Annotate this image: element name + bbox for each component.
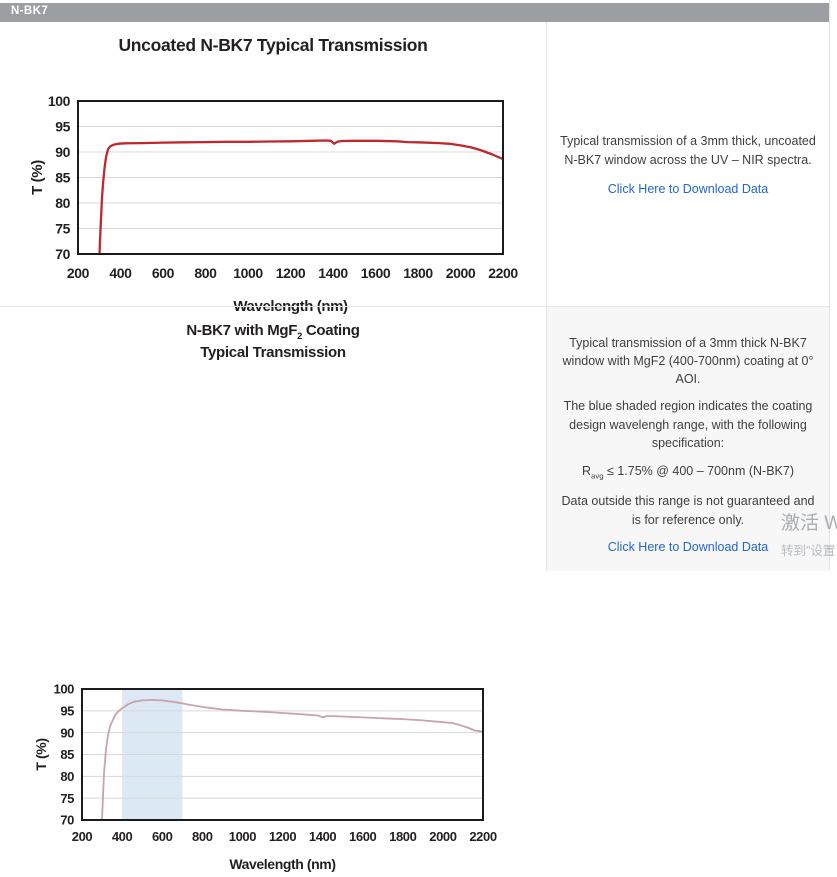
reflectance-spec: Ravg ≤ 1.75% @ 400 – 700nm (N-BK7) bbox=[581, 463, 794, 481]
y-axis-title: T (%) bbox=[29, 160, 46, 195]
chart2-title: N-BK7 with MgF2 Coating Typical Transmis… bbox=[0, 321, 546, 362]
y-tick-label: 85 bbox=[55, 170, 70, 186]
coated-description: Typical transmission of a 3mm thick N-BK… bbox=[562, 336, 814, 387]
coated-chart-area: N-BK7 with MgF2 Coating Typical Transmis… bbox=[0, 307, 546, 872]
x-tick-label: 200 bbox=[72, 829, 93, 844]
y-tick-label: 70 bbox=[55, 246, 70, 262]
uncoated-transmission-chart: 70 75 80 85 90 95 100 200 400 600 800 1000 1200 1400 1… bbox=[29, 93, 519, 315]
y-tick-label: 90 bbox=[55, 144, 70, 160]
x-tick-label: 1000 bbox=[229, 829, 256, 844]
x-tick-label: 2000 bbox=[429, 829, 456, 844]
x-tick-label: 400 bbox=[109, 265, 132, 281]
y-tick-label: 95 bbox=[60, 704, 74, 719]
x-tick-label: 1800 bbox=[403, 265, 433, 281]
y-axis-title: T (%) bbox=[33, 738, 49, 770]
y-tick-label: 75 bbox=[55, 221, 70, 237]
y-tick-label: 80 bbox=[60, 769, 74, 784]
content-right-border bbox=[829, 0, 830, 570]
x-tick-label: 1200 bbox=[269, 829, 296, 844]
y-tick-label: 90 bbox=[60, 725, 74, 740]
transmission-curve bbox=[98, 139, 503, 254]
x-tick-label: 1400 bbox=[309, 829, 336, 844]
x-axis-title: Wavelength (nm) bbox=[229, 856, 335, 872]
x-tick-label: 1600 bbox=[361, 265, 391, 281]
coated-transmission-chart: 70 75 80 85 90 95 100 200 400 600 800 1000 1200 1400 1… bbox=[33, 682, 497, 872]
reference-only-note: Data outside this range is not guarantee… bbox=[561, 494, 815, 527]
x-tick-label: 400 bbox=[112, 829, 133, 844]
uncoated-chart-area: Uncoated N-BK7 Typical Transmission 70 75… bbox=[0, 22, 546, 315]
chart2-title-line1: N-BK7 with MgF2 Coating bbox=[186, 322, 360, 341]
coated-section: N-BK7 with MgF2 Coating Typical Transmis… bbox=[0, 306, 829, 872]
chart1-title: Uncoated N-BK7 Typical Transmission bbox=[118, 35, 428, 55]
plot-border bbox=[77, 100, 504, 255]
x-tick-label: 1000 bbox=[233, 265, 263, 281]
x-tick-label: 1200 bbox=[276, 265, 306, 281]
y-tick-label: 85 bbox=[60, 747, 74, 762]
x-tick-label: 600 bbox=[152, 829, 173, 844]
x-tick-label: 2000 bbox=[446, 265, 476, 281]
header-tab-bar: N-BK7 bbox=[0, 3, 829, 22]
x-tick-label: 1600 bbox=[349, 829, 376, 844]
y-tick-label: 80 bbox=[55, 195, 70, 211]
x-tick-label: 600 bbox=[152, 265, 175, 281]
x-tick-label: 2200 bbox=[469, 829, 496, 844]
x-tick-label: 1800 bbox=[389, 829, 416, 844]
coated-text-panel: Typical transmission of a 3mm thick N-BK… bbox=[546, 307, 829, 571]
y-tick-label: 100 bbox=[54, 682, 75, 697]
uncoated-section: Uncoated N-BK7 Typical Transmission 70 75… bbox=[0, 22, 829, 315]
tab-nbk7[interactable]: N-BK7 bbox=[11, 5, 49, 17]
y-tick-label: 70 bbox=[60, 813, 74, 828]
uncoated-description: Typical transmission of a 3mm thick, unc… bbox=[560, 134, 816, 167]
x-tick-label: 800 bbox=[192, 829, 213, 844]
download-data-link-coated[interactable]: Click Here to Download Data bbox=[607, 539, 769, 554]
x-tick-label: 2200 bbox=[488, 265, 518, 281]
shaded-region-note: The blue shaded region indicates the coa… bbox=[563, 399, 813, 450]
chart2-title-line2: Typical Transmission bbox=[200, 343, 346, 361]
y-tick-label: 95 bbox=[55, 119, 70, 135]
x-tick-label: 1400 bbox=[318, 265, 348, 281]
download-data-link-uncoated[interactable]: Click Here to Download Data bbox=[607, 181, 769, 196]
y-tick-label: 100 bbox=[48, 93, 71, 109]
x-tick-label: 200 bbox=[67, 265, 90, 281]
uncoated-text-panel: Typical transmission of a 3mm thick, unc… bbox=[546, 22, 829, 306]
x-tick-label: 800 bbox=[194, 265, 217, 281]
y-tick-label: 75 bbox=[60, 791, 74, 806]
